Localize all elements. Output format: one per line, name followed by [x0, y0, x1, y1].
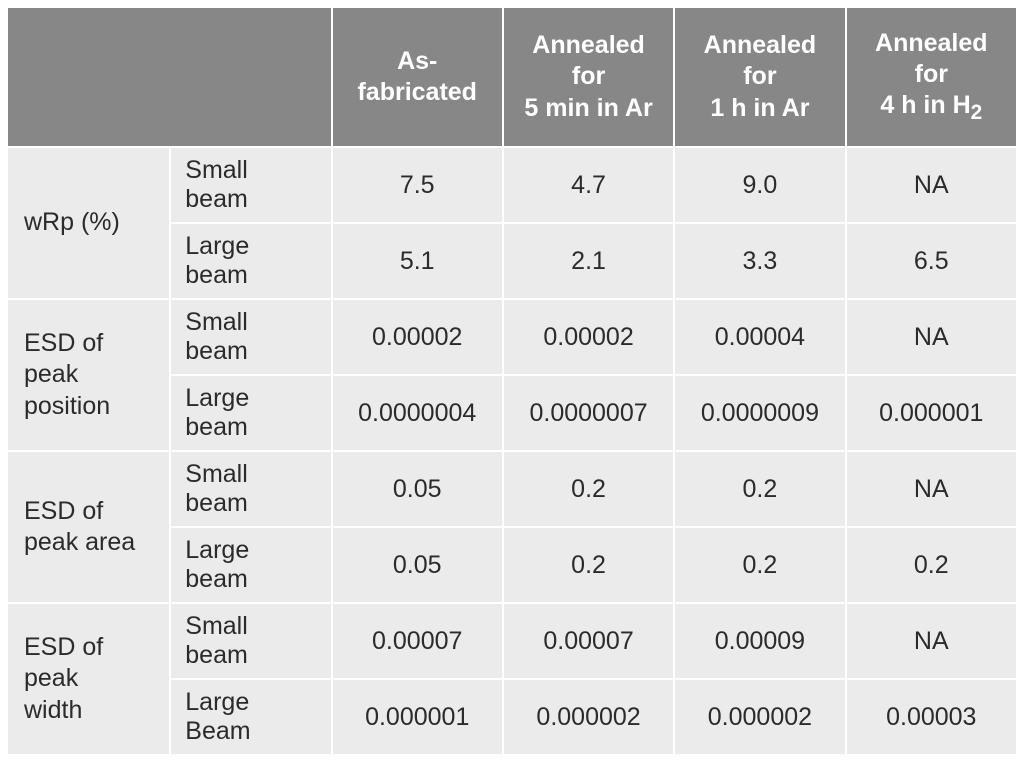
row-sub-label: Small beam	[170, 299, 331, 375]
cell-value: NA	[846, 603, 1017, 679]
row-sub-label: Small beam	[170, 451, 331, 527]
cell-value: 6.5	[846, 223, 1017, 299]
cell-value: 0.05	[332, 527, 503, 603]
cell-value: 0.00007	[503, 603, 674, 679]
cell-value: 0.2	[503, 451, 674, 527]
cell-value: 9.0	[674, 147, 845, 223]
row-group-label: ESD ofpeakposition	[7, 299, 170, 451]
cell-value: 0.2	[674, 527, 845, 603]
cell-value: 2.1	[503, 223, 674, 299]
row-group-label: wRp (%)	[7, 147, 170, 299]
cell-value: 0.00002	[503, 299, 674, 375]
col-header: Annealedfor5 min in Ar	[503, 7, 674, 147]
row-group-label: ESD ofpeakwidth	[7, 603, 170, 755]
row-sub-label: Large beam	[170, 223, 331, 299]
cell-value: 0.000001	[332, 679, 503, 755]
cell-value: 3.3	[674, 223, 845, 299]
cell-value: 0.000001	[846, 375, 1017, 451]
col-header: As-fabricated	[332, 7, 503, 147]
cell-value: NA	[846, 299, 1017, 375]
cell-value: 0.00009	[674, 603, 845, 679]
table-container: As-fabricated Annealedfor5 min in Ar Ann…	[0, 0, 1024, 762]
col-header: Annealedfor4 h in H2	[846, 7, 1017, 147]
row-sub-label: Small beam	[170, 147, 331, 223]
cell-value: 0.00004	[674, 299, 845, 375]
cell-value: 0.2	[674, 451, 845, 527]
cell-value: 0.2	[503, 527, 674, 603]
data-table: As-fabricated Annealedfor5 min in Ar Ann…	[6, 6, 1018, 756]
cell-value: 0.000002	[503, 679, 674, 755]
cell-value: 0.00007	[332, 603, 503, 679]
table-row: ESD ofpeak area Small beam 0.05 0.2 0.2 …	[7, 451, 1017, 527]
col-header: Annealedfor1 h in Ar	[674, 7, 845, 147]
cell-value: 5.1	[332, 223, 503, 299]
cell-value: NA	[846, 147, 1017, 223]
cell-value: 0.00003	[846, 679, 1017, 755]
cell-value: 0.000002	[674, 679, 845, 755]
row-sub-label: Small beam	[170, 603, 331, 679]
row-group-label: ESD ofpeak area	[7, 451, 170, 603]
table-row: wRp (%) Small beam 7.5 4.7 9.0 NA	[7, 147, 1017, 223]
row-sub-label: Large beam	[170, 375, 331, 451]
header-row: As-fabricated Annealedfor5 min in Ar Ann…	[7, 7, 1017, 147]
cell-value: 0.05	[332, 451, 503, 527]
cell-value: 4.7	[503, 147, 674, 223]
header-blank	[7, 7, 332, 147]
row-sub-label: Large beam	[170, 527, 331, 603]
cell-value: NA	[846, 451, 1017, 527]
cell-value: 0.0000009	[674, 375, 845, 451]
table-row: ESD ofpeakwidth Small beam 0.00007 0.000…	[7, 603, 1017, 679]
cell-value: 0.0000007	[503, 375, 674, 451]
cell-value: 0.0000004	[332, 375, 503, 451]
row-sub-label: Large Beam	[170, 679, 331, 755]
cell-value: 0.2	[846, 527, 1017, 603]
cell-value: 0.00002	[332, 299, 503, 375]
cell-value: 7.5	[332, 147, 503, 223]
table-row: ESD ofpeakposition Small beam 0.00002 0.…	[7, 299, 1017, 375]
